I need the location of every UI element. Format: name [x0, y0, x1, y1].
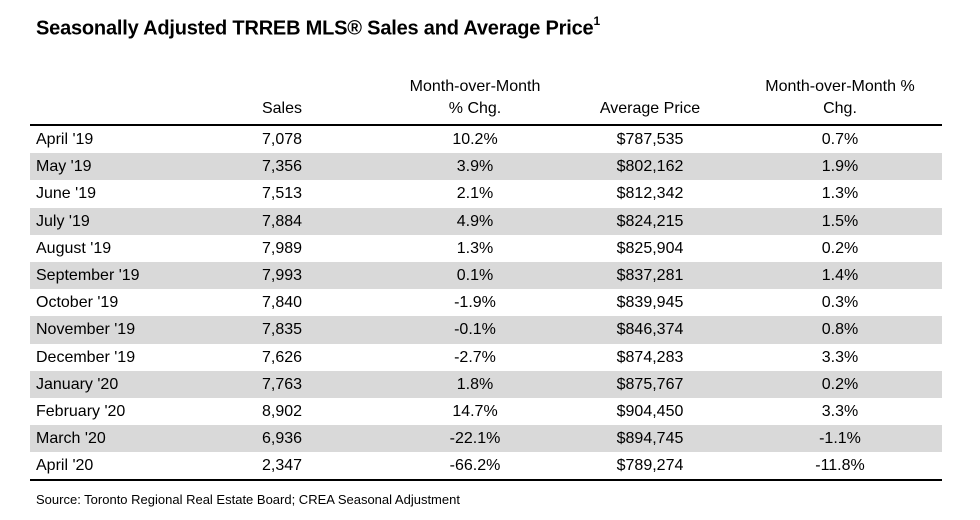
- cell-price-mom: -1.1%: [819, 430, 861, 448]
- cell-sales-mom: -2.7%: [454, 348, 496, 366]
- cell-sales: 7,840: [261, 294, 303, 312]
- cell-price-mom: 0.7%: [821, 131, 859, 148]
- cell-sales: 8,902: [261, 402, 303, 420]
- table-row: December '19 7,626 -2.7% $874,283 3.3%: [30, 344, 942, 371]
- cell-sales: 7,626: [261, 348, 303, 366]
- cell-month: February '20: [36, 402, 126, 420]
- cell-month: July '19: [36, 212, 90, 230]
- table-row: November '19 7,835 -0.1% $846,374 0.8%: [30, 316, 942, 344]
- cell-average-price: $839,945: [616, 294, 684, 312]
- cell-price-mom: 1.4%: [821, 266, 859, 284]
- cell-month: January '20: [36, 375, 119, 393]
- title-footnote-marker: 1: [593, 14, 600, 28]
- cell-sales-mom: 0.1%: [456, 266, 494, 284]
- cell-month: September '19: [36, 266, 140, 284]
- page-title: Seasonally Adjusted TRREB MLS® Sales and…: [36, 14, 600, 41]
- cell-sales-mom: 3.9%: [456, 158, 494, 176]
- cell-price-mom: 3.3%: [821, 348, 859, 366]
- header-price-mom-line1: Month-over-Month %: [765, 78, 915, 95]
- cell-sales-mom: 1.3%: [456, 239, 494, 257]
- table-row: May '19 7,356 3.9% $802,162 1.9%: [30, 153, 942, 181]
- cell-month: August '19: [36, 239, 112, 257]
- table-row: July '19 7,884 4.9% $824,215 1.5%: [30, 207, 942, 235]
- cell-average-price: $875,767: [616, 375, 684, 393]
- cell-average-price: $824,215: [616, 212, 684, 230]
- cell-price-mom: 0.2%: [821, 375, 859, 393]
- cell-price-mom: 0.8%: [821, 321, 859, 339]
- cell-average-price: $846,374: [616, 321, 684, 339]
- table-row: March '20 6,936 -22.1% $894,745 -1.1%: [30, 425, 942, 453]
- cell-sales-mom: -66.2%: [449, 457, 501, 475]
- cell-sales-mom: 1.8%: [456, 375, 494, 393]
- table-row: August '19 7,989 1.3% $825,904 0.2%: [30, 235, 942, 262]
- cell-sales-mom: -22.1%: [449, 430, 501, 448]
- table-row: February '20 8,902 14.7% $904,450 3.3%: [30, 398, 942, 425]
- cell-month: June '19: [36, 185, 96, 203]
- title-text: Seasonally Adjusted TRREB MLS® Sales and…: [36, 17, 594, 40]
- header-sales-mom: Month-over-Month % Chg.: [360, 76, 590, 120]
- cell-average-price: $837,281: [616, 266, 684, 284]
- cell-month: October '19: [36, 294, 119, 312]
- table-row: January '20 7,763 1.8% $875,767 0.2%: [30, 370, 942, 398]
- cell-month: April '20: [36, 457, 94, 475]
- cell-sales: 7,993: [261, 266, 303, 284]
- cell-sales: 7,884: [261, 212, 303, 230]
- cell-average-price: $904,450: [616, 402, 684, 420]
- cell-sales: 7,763: [261, 375, 303, 393]
- cell-average-price: $874,283: [616, 348, 684, 366]
- table-row: June '19 7,513 2.1% $812,342 1.3%: [30, 180, 942, 207]
- footer-rule: [30, 479, 942, 482]
- table-row: April '20 2,347 -66.2% $789,274 -11.8%: [30, 452, 942, 479]
- table-row: September '19 7,993 0.1% $837,281 1.4%: [30, 261, 942, 290]
- cell-sales-mom: -0.1%: [454, 321, 496, 339]
- header-sales: Sales: [242, 98, 322, 120]
- cell-month: December '19: [36, 348, 136, 366]
- cell-price-mom: 1.5%: [821, 212, 859, 230]
- cell-month: November '19: [36, 321, 136, 339]
- header-sales-label: Sales: [261, 100, 303, 117]
- cell-sales-mom: 2.1%: [456, 185, 494, 203]
- cell-average-price: $802,162: [616, 158, 684, 176]
- table-header-row: Sales Month-over-Month % Chg. Average Pr…: [30, 74, 942, 124]
- cell-average-price: $789,274: [616, 457, 684, 475]
- header-price-mom-line2: Chg.: [823, 100, 857, 117]
- header-price-mom: Month-over-Month % Chg.: [730, 76, 950, 120]
- table-body: April '19 7,078 10.2% $787,535 0.7% May '19 7,…: [30, 126, 942, 479]
- cell-sales: 7,078: [261, 131, 303, 148]
- header-sales-mom-line1: Month-over-Month: [409, 78, 541, 95]
- cell-average-price: $787,535: [616, 131, 684, 148]
- header-rule: [30, 124, 942, 126]
- cell-price-mom: 3.3%: [821, 402, 859, 420]
- cell-month: May '19: [36, 158, 92, 176]
- cell-price-mom: 0.3%: [821, 294, 859, 312]
- header-average-price-label: Average Price: [599, 100, 701, 117]
- cell-average-price: $825,904: [616, 239, 684, 257]
- cell-sales: 7,835: [261, 321, 303, 339]
- cell-price-mom: 1.3%: [821, 185, 859, 203]
- cell-average-price: $894,745: [616, 430, 684, 448]
- cell-sales: 7,989: [261, 239, 303, 257]
- cell-average-price: $812,342: [616, 185, 684, 203]
- cell-sales-mom: 10.2%: [452, 131, 498, 148]
- source-note: Source: Toronto Regional Real Estate Boa…: [36, 492, 460, 507]
- table-row: April '19 7,078 10.2% $787,535 0.7%: [30, 126, 942, 153]
- header-sales-mom-line2: % Chg.: [448, 100, 502, 117]
- cell-sales-mom: 4.9%: [456, 212, 494, 230]
- cell-price-mom: 1.9%: [821, 158, 859, 176]
- cell-sales-mom: 14.7%: [452, 402, 498, 420]
- cell-price-mom: 0.2%: [821, 239, 859, 257]
- table-row: October '19 7,840 -1.9% $839,945 0.3%: [30, 289, 942, 316]
- cell-price-mom: -11.8%: [815, 457, 865, 475]
- cell-sales: 7,513: [261, 185, 303, 203]
- cell-sales-mom: -1.9%: [454, 294, 496, 312]
- cell-month: April '19: [36, 131, 94, 148]
- sales-price-table: Sales Month-over-Month % Chg. Average Pr…: [30, 74, 942, 482]
- header-average-price: Average Price: [575, 98, 725, 120]
- cell-sales: 6,936: [261, 430, 303, 448]
- cell-sales: 2,347: [261, 457, 303, 475]
- cell-month: March '20: [36, 430, 106, 448]
- cell-sales: 7,356: [261, 158, 303, 176]
